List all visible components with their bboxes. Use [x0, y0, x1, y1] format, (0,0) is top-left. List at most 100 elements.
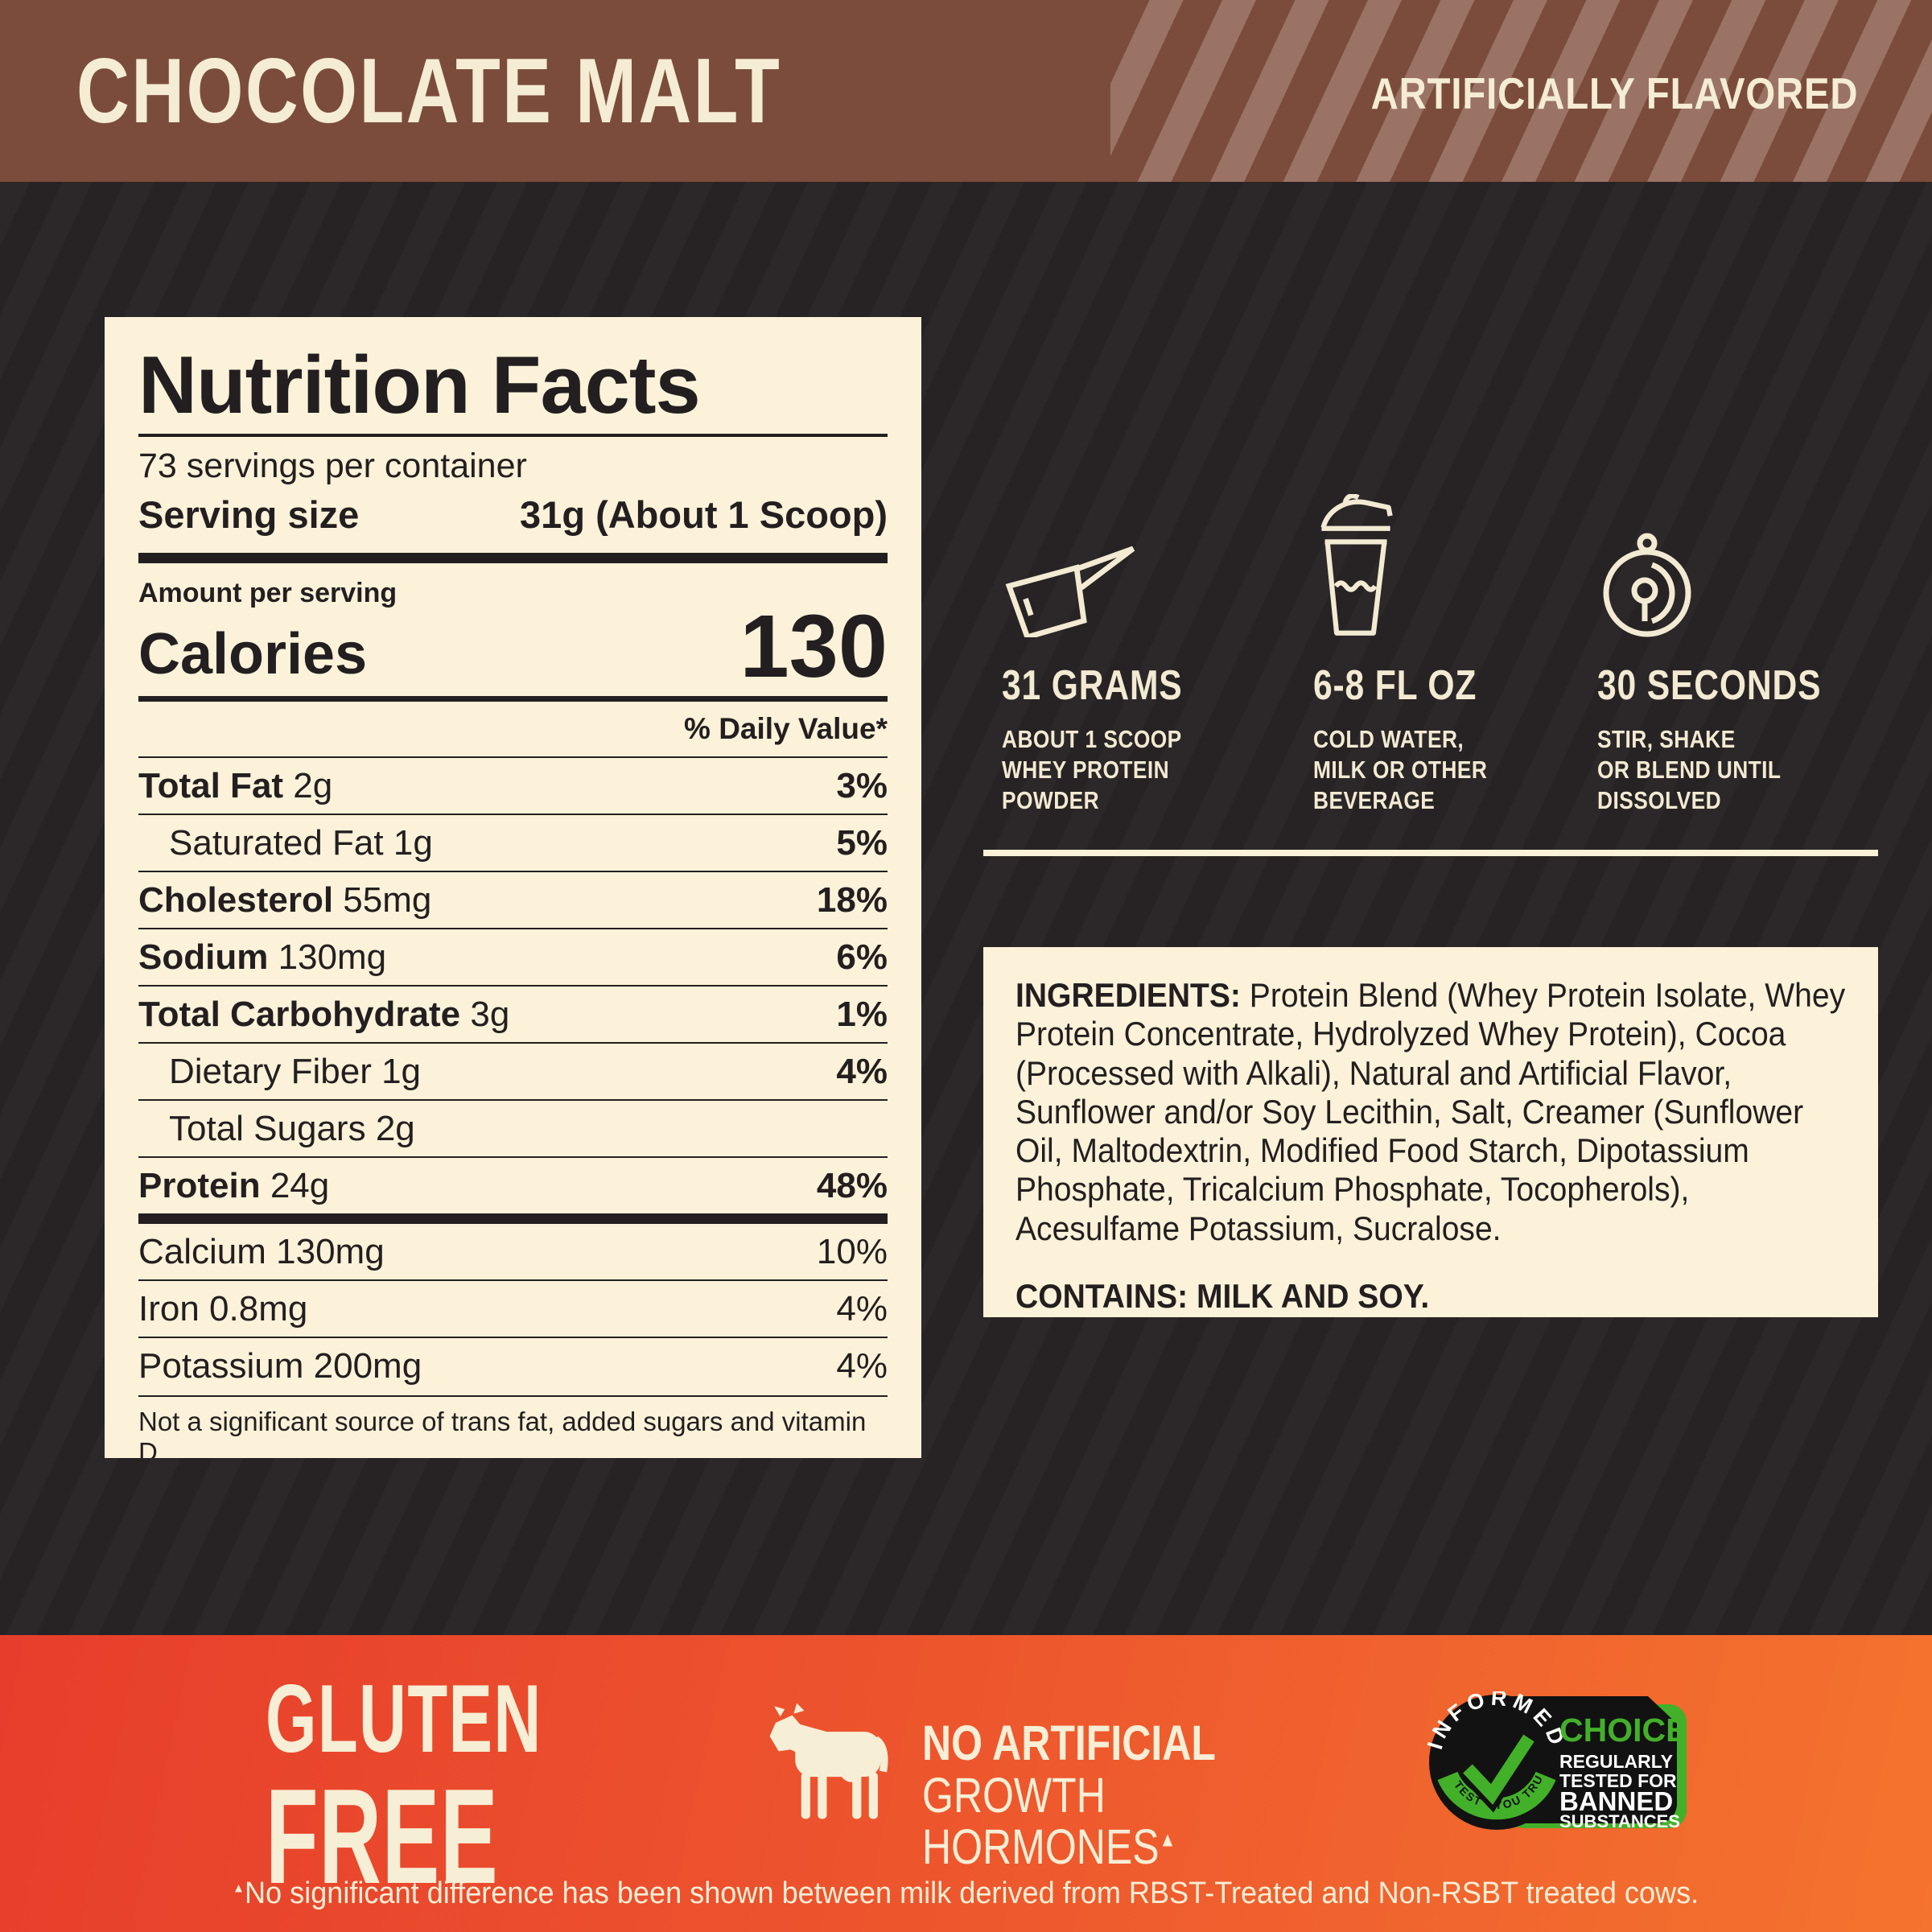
- shaker-icon: [1313, 483, 1635, 637]
- mineral-name: Calcium 130mg: [138, 1232, 385, 1272]
- nutrient-name: Total Carbohydrate: [138, 995, 461, 1035]
- daily-value-header: % Daily Value*: [684, 712, 888, 746]
- hormones-line-1: NO ARTIFICIAL: [922, 1716, 1216, 1770]
- nutrient-name: Cholesterol: [138, 880, 334, 921]
- nutrient-dv: 3%: [836, 766, 888, 806]
- rule-thick: [138, 553, 888, 564]
- nutrient-name: Total Fat: [138, 766, 284, 806]
- step-desc-line: COLD WATER,: [1313, 725, 1464, 753]
- nutrient-amount: 2g: [375, 1109, 415, 1149]
- step-desc-line: STIR, SHAKE: [1597, 725, 1736, 753]
- mineral-name: Iron 0.8mg: [138, 1289, 308, 1329]
- badge-line1: REGULARLY: [1559, 1751, 1673, 1772]
- step-shaker: 6-8 FL OZ COLD WATER, MILK OR OTHER BEVE…: [1313, 483, 1635, 815]
- nutrient-name: Dietary Fiber: [169, 1052, 372, 1092]
- nutrient-name: Sodium: [138, 937, 269, 978]
- step-desc: ABOUT 1 SCOOP WHEY PROTEIN POWDER: [1002, 724, 1324, 815]
- calories-value: 130: [739, 597, 888, 697]
- nutrient-dv: 18%: [816, 880, 888, 921]
- nutrient-dv: 4%: [836, 1052, 888, 1092]
- step-desc: STIR, SHAKE OR BLEND UNTIL DISSOLVED: [1597, 724, 1919, 815]
- step-scoop: 31 GRAMS ABOUT 1 SCOOP WHEY PROTEIN POWD…: [1002, 483, 1324, 815]
- nutrient-name: Total Sugars: [169, 1109, 366, 1149]
- serving-size-row: Serving size 31g (About 1 Scoop): [138, 486, 888, 553]
- serving-size-value: 31g (About 1 Scoop): [520, 493, 888, 537]
- nutrient-row-sodium: Sodium 130mg 6%: [138, 928, 888, 985]
- nutrient-row-saturated-fat: Saturated Fat 1g 5%: [138, 814, 888, 871]
- ingredients-label: INGREDIENTS:: [1015, 976, 1241, 1014]
- calories-row: Calories 130: [138, 597, 888, 697]
- nutrient-amount: 2g: [293, 766, 333, 806]
- servings-per-container: 73 servings per container: [138, 447, 527, 486]
- body-section: Nutrition Facts 73 servings per containe…: [0, 182, 1932, 1635]
- badge-line3: BANNED: [1559, 1786, 1673, 1816]
- horizontal-divider: [983, 850, 1878, 856]
- badge-line4: SUBSTANCES: [1559, 1811, 1680, 1831]
- ingredients-panel: INGREDIENTS: Protein Blend (Whey Protein…: [983, 947, 1878, 1317]
- gluten-line: GLUTEN: [266, 1665, 542, 1773]
- nutrient-dv: 6%: [836, 937, 888, 978]
- nutrient-row-carbohydrate: Total Carbohydrate 3g 1%: [138, 985, 888, 1042]
- step-desc-line: POWDER: [1002, 785, 1100, 814]
- nutrient-row-total-sugars: Total Sugars 2g: [138, 1099, 888, 1156]
- badge-line2: TESTED FOR: [1559, 1770, 1677, 1791]
- nutrient-amount: 55mg: [343, 880, 432, 921]
- mineral-row-calcium: Calcium 130mg 10%: [138, 1224, 888, 1279]
- rule-thin: [138, 434, 888, 438]
- step-desc-line: BEVERAGE: [1313, 785, 1436, 814]
- nutrition-facts-panel: Nutrition Facts 73 servings per containe…: [105, 317, 921, 1458]
- flavor-title: CHOCOLATE MALT: [76, 39, 958, 144]
- step-desc-line: MILK OR OTHER: [1313, 755, 1488, 784]
- informed-choice-badge: INFORMED WE TEST · YOU TRUST CHOICE REGU…: [1419, 1681, 1691, 1840]
- serving-size-label: Serving size: [138, 493, 360, 537]
- step-desc-line: DISSOLVED: [1597, 785, 1722, 814]
- step-timer: 30 SECONDS STIR, SHAKE OR BLEND UNTIL DI…: [1597, 483, 1919, 815]
- mineral-row-potassium: Potassium 200mg 4%: [138, 1337, 888, 1394]
- nutrient-amount: 24g: [270, 1166, 330, 1206]
- nutrient-dv: 48%: [816, 1166, 888, 1206]
- step-value: 30 SECONDS: [1597, 662, 1822, 709]
- mineral-name: Potassium 200mg: [138, 1346, 422, 1386]
- footnote-marker: ▲: [1159, 1828, 1176, 1852]
- nutrient-amount: 1g: [393, 823, 433, 863]
- step-desc-line: WHEY PROTEIN: [1002, 755, 1170, 784]
- mineral-row-iron: Iron 0.8mg 4%: [138, 1279, 888, 1337]
- nutrient-name: Saturated Fat: [169, 823, 384, 863]
- nutrient-amount: 130mg: [278, 937, 387, 978]
- nutrient-row-cholesterol: Cholesterol 55mg 18%: [138, 871, 888, 928]
- ingredients-list: Protein Blend (Whey Protein Isolate, Whe…: [1015, 976, 1846, 1247]
- rule-medium: [138, 696, 888, 702]
- nutrient-amount: 1g: [381, 1052, 422, 1092]
- nutrient-row-protein: Protein 24g 48%: [138, 1156, 888, 1213]
- nutrition-title: Nutrition Facts: [138, 340, 701, 430]
- nutrient-name: Protein: [138, 1166, 261, 1206]
- footer-claims: GLUTEN FREE NO ARTIFICIAL GROWTH HORMONE…: [0, 1635, 1932, 1932]
- nutrient-row-dietary-fiber: Dietary Fiber 1g 4%: [138, 1042, 888, 1099]
- nutrient-amount: 3g: [470, 995, 510, 1035]
- flavor-tagline: ARTIFICIALLY FLAVORED: [1291, 68, 1858, 119]
- step-value: 31 GRAMS: [1002, 662, 1183, 709]
- nutrient-dv: 5%: [836, 823, 888, 863]
- nutrient-dv: 1%: [836, 995, 888, 1035]
- mineral-dv: 4%: [836, 1346, 888, 1386]
- rbst-disclaimer: ▲No significant difference has been show…: [0, 1876, 1932, 1911]
- flavor-tagline-text: ARTIFICIALLY FLAVORED: [1370, 68, 1858, 118]
- no-hormones-claim: NO ARTIFICIAL GROWTH HORMONES▲: [922, 1717, 1280, 1873]
- rule-thick: [138, 1213, 888, 1225]
- mineral-dv: 4%: [836, 1289, 888, 1329]
- header: CHOCOLATE MALT ARTIFICIALLY FLAVORED: [0, 0, 1932, 182]
- step-value: 6-8 FL OZ: [1313, 662, 1477, 709]
- mineral-dv: 10%: [816, 1232, 888, 1272]
- calories-label: Calories: [138, 622, 368, 687]
- contains-statement: CONTAINS: MILK AND SOY.: [1015, 1277, 1430, 1316]
- timer-icon: [1597, 483, 1919, 637]
- step-desc: COLD WATER, MILK OR OTHER BEVERAGE: [1313, 724, 1635, 815]
- step-desc-line: OR BLEND UNTIL: [1597, 755, 1782, 784]
- disclaimer-text: No significant difference has been shown…: [245, 1876, 1699, 1910]
- amount-per-serving-label: Amount per serving: [138, 578, 398, 609]
- disclaimer-marker: ▲: [233, 1881, 245, 1896]
- scoop-icon: [1002, 483, 1324, 637]
- cow-icon: [753, 1703, 911, 1835]
- gluten-free-claim: GLUTEN FREE: [266, 1670, 672, 1904]
